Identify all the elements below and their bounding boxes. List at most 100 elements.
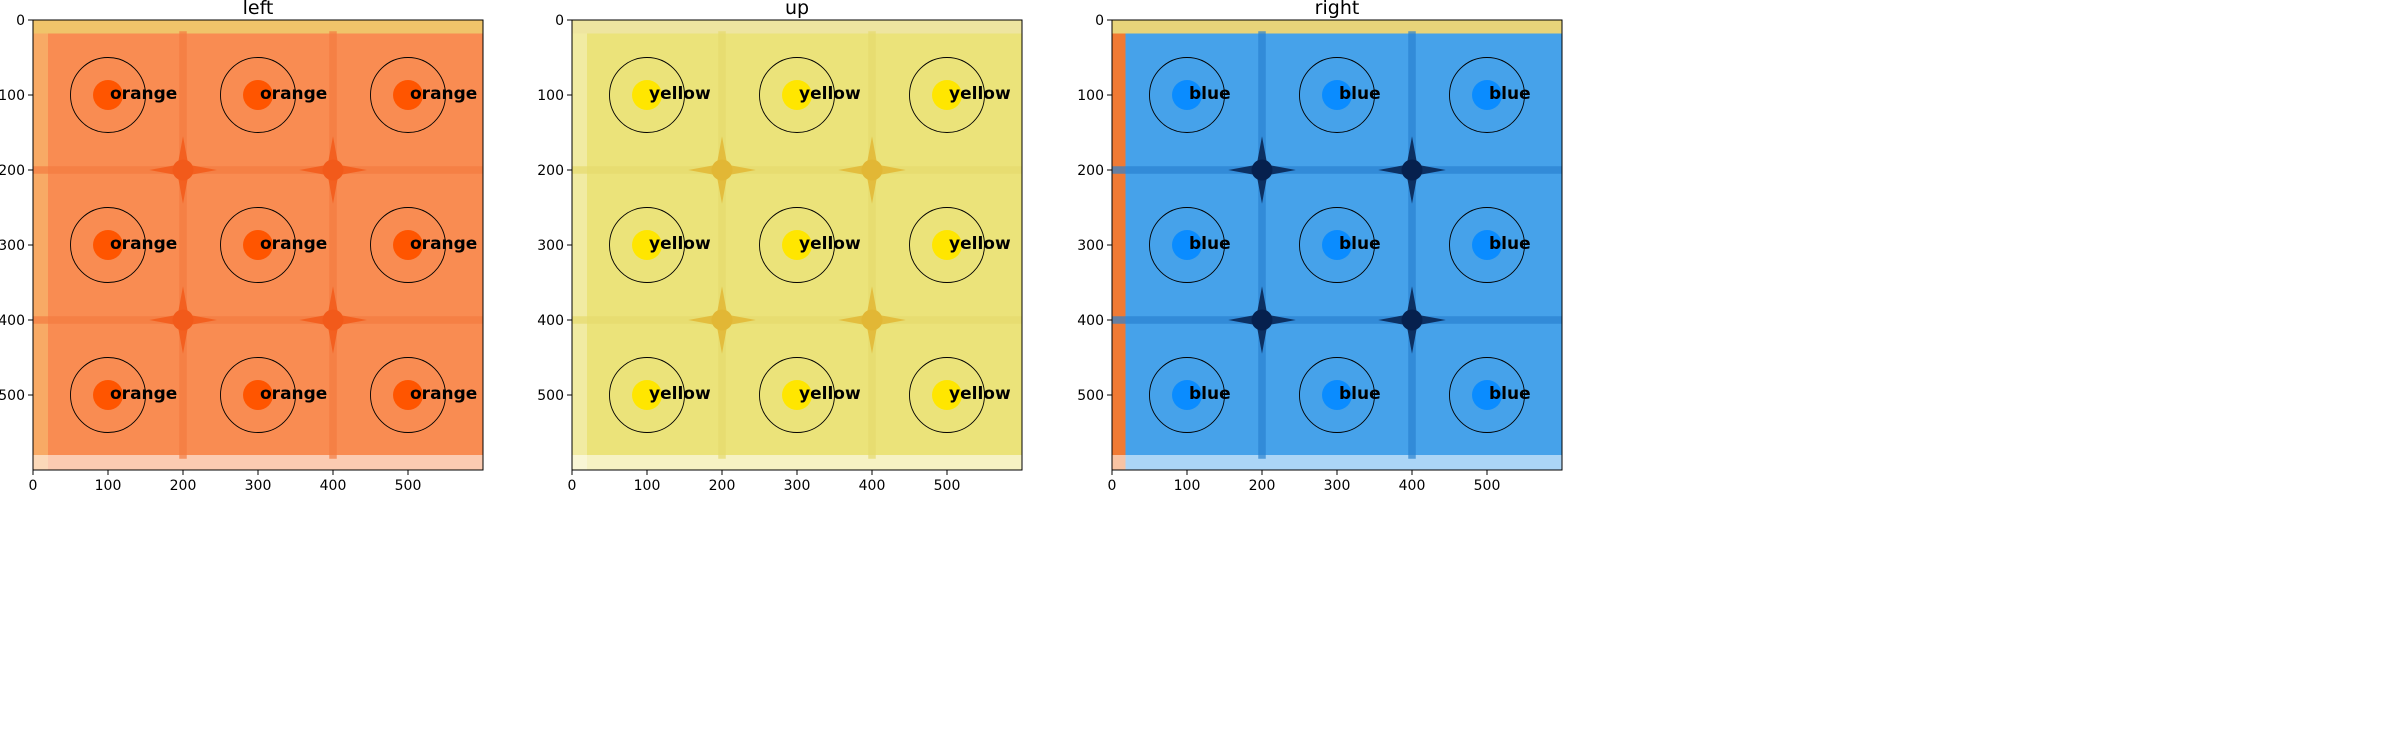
marker-label: blue: [1489, 234, 1531, 254]
tile-seam: [868, 31, 876, 459]
marker-dot: [632, 380, 662, 410]
x-tick-label: 100: [95, 478, 122, 494]
marker-ring: [370, 57, 446, 133]
marker-dot: [93, 380, 123, 410]
marker: orange: [370, 57, 477, 133]
marker-label: orange: [260, 234, 327, 254]
marker-dot: [782, 230, 812, 260]
y-tick-label: 100: [1077, 88, 1104, 104]
marker-label: blue: [1189, 234, 1231, 254]
marker-ring: [909, 57, 985, 133]
marker: yellow: [759, 357, 861, 433]
marker-dot: [1172, 80, 1202, 110]
marker: blue: [1299, 207, 1381, 283]
y-tick-label: 400: [1077, 313, 1104, 329]
image-top-band: [1112, 20, 1562, 34]
marker-dot: [932, 80, 962, 110]
y-tick-label: 500: [0, 388, 25, 404]
marker-dot: [243, 80, 273, 110]
x-tick-label: 300: [245, 478, 272, 494]
marker-ring: [1299, 57, 1375, 133]
x-tick-label: 400: [859, 478, 886, 494]
x-tick-label: 200: [1249, 478, 1276, 494]
tile-seam: [1112, 316, 1562, 324]
marker-label: blue: [1189, 384, 1231, 404]
marker: orange: [220, 357, 327, 433]
intersection-core: [1251, 309, 1273, 331]
marker-label: blue: [1339, 84, 1381, 104]
marker-ring: [220, 57, 296, 133]
x-tick-label: 0: [29, 478, 38, 494]
y-tick-label: 100: [0, 88, 25, 104]
x-tick-label: 400: [320, 478, 347, 494]
panel-title: up: [785, 0, 809, 19]
marker-label: yellow: [649, 384, 711, 404]
marker: blue: [1299, 57, 1381, 133]
x-tick-label: 200: [170, 478, 197, 494]
image-edge-band: [33, 20, 48, 470]
marker-label: orange: [260, 84, 327, 104]
marker: blue: [1449, 357, 1531, 433]
marker: orange: [70, 207, 177, 283]
image-bottom-band: [33, 455, 483, 470]
marker: yellow: [909, 357, 1011, 433]
intersection-core: [172, 309, 194, 331]
marker-dot: [932, 230, 962, 260]
x-tick-label: 500: [395, 478, 422, 494]
marker-label: orange: [410, 84, 477, 104]
marker-label: yellow: [949, 234, 1011, 254]
intersection-core: [1401, 309, 1423, 331]
x-tick-label: 300: [1324, 478, 1351, 494]
marker: yellow: [609, 357, 711, 433]
image-edge-band: [572, 20, 587, 470]
x-tick-label: 300: [784, 478, 811, 494]
tile-seam: [33, 316, 483, 324]
tile-seam: [33, 166, 483, 174]
y-tick-label: 200: [537, 163, 564, 179]
intersection-core: [322, 309, 344, 331]
marker: orange: [220, 207, 327, 283]
marker-label: yellow: [649, 84, 711, 104]
marker-label: yellow: [799, 234, 861, 254]
marker-ring: [609, 57, 685, 133]
marker-label: yellow: [949, 384, 1011, 404]
x-tick-label: 500: [1474, 478, 1501, 494]
x-tick-label: 100: [634, 478, 661, 494]
intersection-core: [1401, 159, 1423, 181]
marker-dot: [93, 230, 123, 260]
marker-label: yellow: [949, 84, 1011, 104]
marker-dot: [1322, 380, 1352, 410]
marker-ring: [759, 357, 835, 433]
marker-ring: [370, 207, 446, 283]
marker: orange: [70, 57, 177, 133]
image-edge-band: [1112, 20, 1126, 470]
marker-label: blue: [1489, 384, 1531, 404]
marker: orange: [220, 57, 327, 133]
intersection-core: [861, 309, 883, 331]
marker-dot: [1472, 80, 1502, 110]
marker-ring: [70, 207, 146, 283]
marker-label: yellow: [799, 384, 861, 404]
marker-ring: [909, 357, 985, 433]
marker-ring: [70, 57, 146, 133]
tile-seam: [329, 31, 337, 459]
marker: yellow: [909, 207, 1011, 283]
marker-dot: [243, 380, 273, 410]
marker-label: orange: [110, 384, 177, 404]
marker-dot: [93, 80, 123, 110]
marker-label: orange: [110, 234, 177, 254]
marker: blue: [1449, 207, 1531, 283]
tile-seam: [1112, 166, 1562, 174]
marker-ring: [1299, 357, 1375, 433]
marker-ring: [909, 207, 985, 283]
marker: orange: [370, 207, 477, 283]
marker-dot: [1472, 230, 1502, 260]
x-tick-label: 200: [709, 478, 736, 494]
y-tick-label: 300: [0, 238, 25, 254]
marker-ring: [370, 357, 446, 433]
marker: yellow: [759, 207, 861, 283]
intersection-core: [1251, 159, 1273, 181]
marker-dot: [1322, 80, 1352, 110]
marker: blue: [1149, 207, 1231, 283]
marker-ring: [759, 207, 835, 283]
